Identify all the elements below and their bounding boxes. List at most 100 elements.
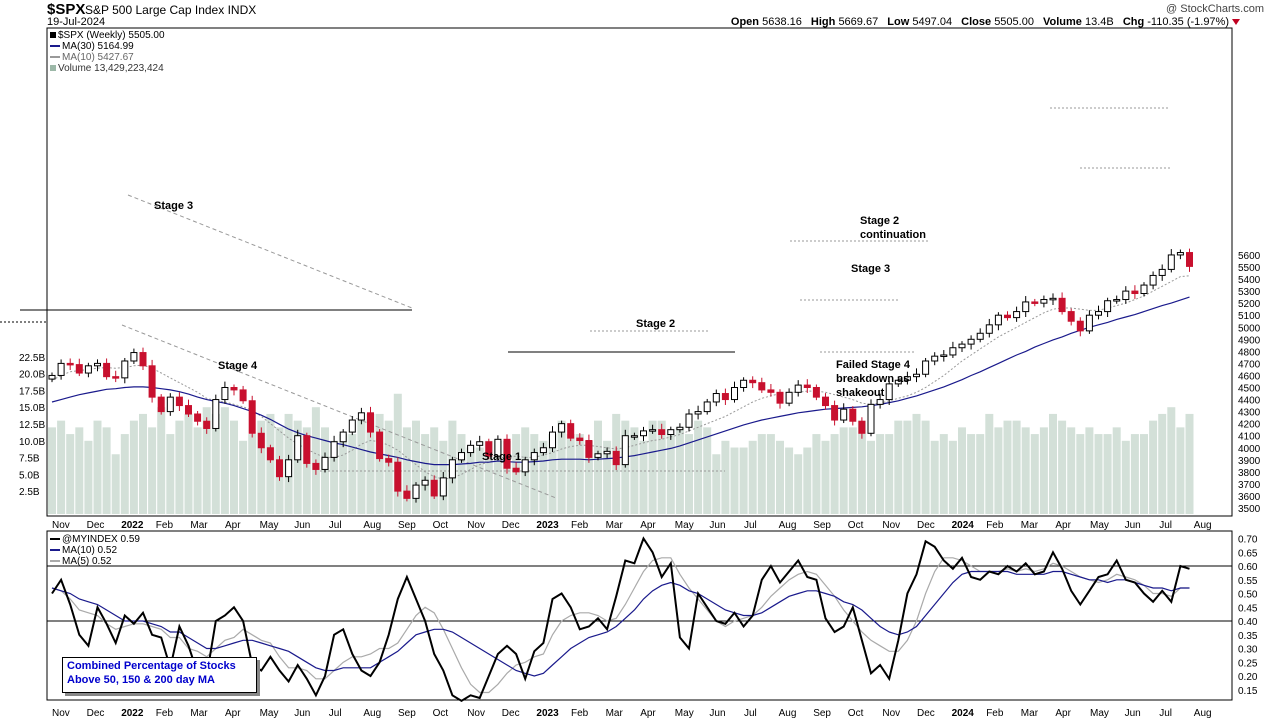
x-axis-label: May: [260, 708, 279, 719]
candle-body: [567, 423, 575, 439]
candle-body: [785, 391, 793, 404]
volume-bar: [948, 440, 957, 514]
volume-bar: [694, 420, 703, 514]
candle-body: [166, 396, 174, 413]
volume-bar: [84, 440, 93, 514]
volume-bar: [57, 420, 66, 514]
x-axis-label: Nov: [882, 708, 900, 719]
volume-bar: [776, 440, 784, 514]
volume-bar: [466, 447, 475, 514]
x-axis-label: Aug: [1194, 708, 1212, 719]
volume-bar: [785, 447, 794, 514]
volume-bar: [876, 434, 885, 514]
indicator-tick-label: 0.70: [1238, 535, 1258, 546]
candle-body: [148, 365, 156, 398]
price-tick-label: 3800: [1238, 468, 1261, 479]
x-axis-label: Apr: [1055, 708, 1071, 719]
x-axis-label: Jun: [709, 708, 725, 719]
price-tick-label: 4900: [1238, 335, 1261, 346]
x-axis-label: Jun: [294, 520, 310, 531]
candle-body: [1176, 252, 1184, 256]
volume-bar: [594, 420, 602, 514]
x-axis-label: 2024: [952, 708, 975, 719]
legend-ind-ma10: MA(10) 0.52: [50, 545, 140, 556]
candle-body: [931, 355, 939, 362]
candle-body: [1013, 311, 1021, 319]
volume-bar: [657, 420, 666, 514]
x-axis-label: Dec: [502, 520, 520, 531]
price-tick-label: 5100: [1238, 311, 1261, 322]
candle-body: [221, 387, 229, 401]
volume-bar: [903, 420, 912, 514]
candle-body: [321, 456, 329, 470]
volume-bar: [1149, 420, 1158, 514]
volume-bar: [967, 434, 976, 514]
candle-body: [803, 384, 811, 388]
candle-body: [458, 452, 465, 461]
volume-tick-label: 10.0B: [19, 437, 45, 448]
candle-body: [385, 458, 393, 463]
x-axis-label: Mar: [1021, 708, 1039, 719]
volume-bar: [93, 420, 102, 514]
volume-bar: [1140, 434, 1148, 514]
candle-body: [175, 396, 183, 407]
candle-body: [621, 435, 629, 466]
volume-bar: [102, 427, 111, 514]
candle-body: [57, 362, 65, 376]
candle-body: [630, 435, 638, 438]
candle-body: [576, 437, 584, 442]
volume-bar: [1103, 434, 1112, 514]
brand-label: @ StockCharts.com: [1166, 3, 1264, 15]
volume-bar: [357, 420, 366, 514]
volume-bar: [1039, 427, 1048, 514]
volume-bar: [675, 427, 684, 514]
volume-bar: [157, 407, 166, 514]
candle-body: [294, 435, 302, 461]
volume-bar: [994, 427, 1003, 514]
candle-body: [1022, 301, 1030, 313]
down-arrow-icon: [1232, 19, 1240, 25]
candle-body: [721, 393, 729, 401]
candle-body: [285, 459, 293, 478]
ma30-line: [51, 296, 1190, 466]
price-tick-label: 5300: [1238, 287, 1261, 298]
candle-body: [885, 383, 893, 401]
x-axis-label: 2023: [536, 520, 559, 531]
x-axis-label: Dec: [917, 520, 935, 531]
candle-body: [230, 387, 238, 391]
indicator-tick-label: 0.15: [1238, 686, 1258, 697]
price-tick-label: 4000: [1238, 444, 1261, 455]
volume-bar: [530, 434, 539, 514]
volume-bar: [603, 440, 612, 514]
x-axis-label: Apr: [1055, 520, 1071, 531]
volume-bar: [821, 440, 830, 514]
price-tick-label: 4400: [1238, 396, 1261, 407]
volume-bar: [211, 413, 220, 514]
volume-bar: [503, 440, 511, 514]
volume-bar: [412, 420, 420, 514]
x-axis-label: Mar: [606, 520, 624, 531]
volume-bar: [648, 420, 657, 514]
volume-bar: [493, 440, 502, 514]
indicator-tick-label: 0.65: [1238, 548, 1258, 559]
volume-bar: [184, 413, 193, 514]
volume-bar: [111, 454, 120, 514]
volume-bar: [339, 434, 348, 514]
volume-bar: [1021, 427, 1030, 514]
volume-bar: [939, 434, 948, 514]
indicator-tick-label: 0.35: [1238, 631, 1258, 642]
volume-bar: [1049, 413, 1057, 514]
price-tick-label: 5600: [1238, 251, 1261, 262]
indicator-main-line: [51, 536, 1190, 702]
volume-bar: [894, 420, 903, 514]
candle-body: [257, 432, 265, 449]
candle-body: [558, 423, 566, 433]
volume-bar: [375, 413, 384, 514]
x-axis-label: Sep: [813, 520, 831, 531]
volume-bar: [1012, 420, 1021, 514]
volume-bar: [1185, 413, 1194, 514]
candle-body: [94, 362, 101, 367]
volume-bar: [666, 434, 675, 514]
candle-body: [594, 453, 602, 458]
volume-bar: [66, 434, 75, 514]
